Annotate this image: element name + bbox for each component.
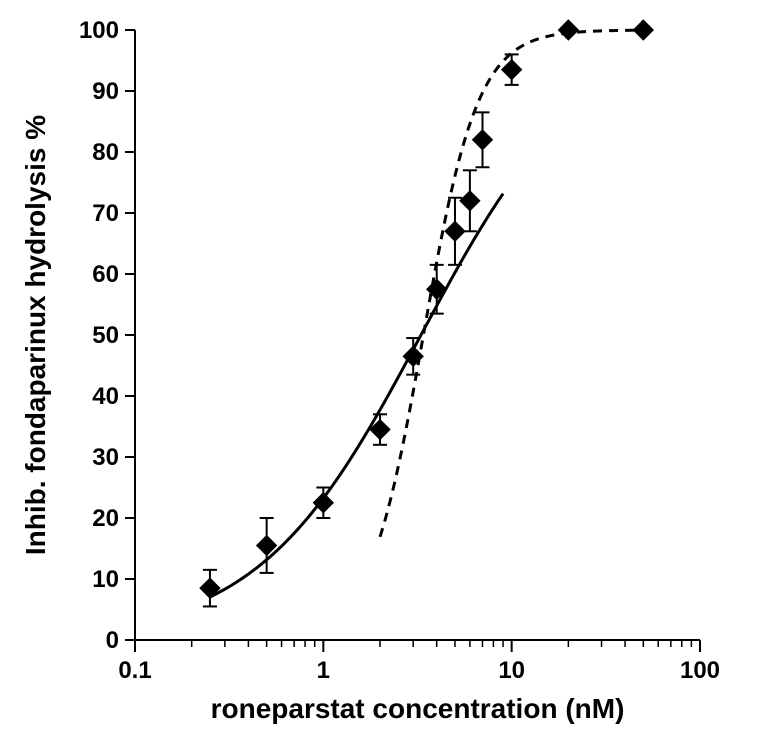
x-axis-label: roneparstat concentration (nM) [211, 693, 625, 724]
x-tick-label: 10 [498, 657, 525, 684]
x-tick-label: 1 [317, 657, 330, 684]
chart-svg: 0 10 20 30 40 50 60 70 80 90 100 0.1 1 10 100 roneparst… [0, 0, 763, 749]
data-point [460, 191, 480, 211]
y-tick-label: 100 [79, 17, 119, 44]
y-tick-label: 90 [92, 78, 119, 105]
y-tick-label: 30 [92, 444, 119, 471]
y-tick-label: 50 [92, 322, 119, 349]
y-tick-label: 10 [92, 566, 119, 593]
data-point [472, 130, 492, 150]
y-axis-label: Inhib. fondaparinux hydrolysis % [20, 115, 51, 555]
fit-curve-dashed [380, 30, 643, 537]
dose-response-chart: 0 10 20 30 40 50 60 70 80 90 100 0.1 1 10 100 roneparst… [0, 0, 763, 749]
y-tick-label: 60 [92, 261, 119, 288]
data-point [502, 60, 522, 80]
fit-curve-solid [210, 194, 503, 597]
data-point [445, 221, 465, 241]
y-tick-label: 20 [92, 505, 119, 532]
y-tick-label: 40 [92, 383, 119, 410]
x-tick-label: 100 [680, 657, 720, 684]
data-point [313, 493, 333, 513]
y-tick-label: 0 [106, 627, 119, 654]
y-tick-label: 80 [92, 139, 119, 166]
x-tick-label: 0.1 [118, 657, 151, 684]
y-tick-label: 70 [92, 200, 119, 227]
data-point [633, 20, 653, 40]
data-point [558, 20, 578, 40]
